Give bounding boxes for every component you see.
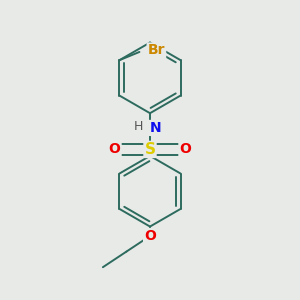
Text: H: H — [134, 120, 143, 133]
Text: O: O — [109, 142, 121, 156]
Text: O: O — [179, 142, 191, 156]
Text: S: S — [145, 142, 155, 157]
Text: Br: Br — [148, 44, 165, 58]
Text: O: O — [144, 229, 156, 243]
Text: N: N — [149, 121, 161, 135]
